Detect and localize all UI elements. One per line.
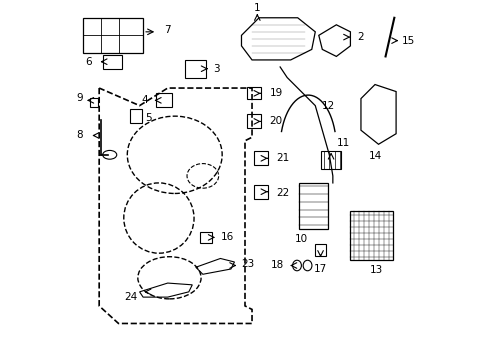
Text: 19: 19 bbox=[270, 88, 283, 98]
Text: 8: 8 bbox=[77, 130, 83, 140]
Bar bbox=[200, 232, 213, 243]
Text: 15: 15 bbox=[401, 36, 415, 46]
Text: 3: 3 bbox=[213, 64, 220, 74]
Text: 2: 2 bbox=[357, 32, 364, 42]
Text: 14: 14 bbox=[368, 151, 382, 161]
Text: 12: 12 bbox=[322, 100, 336, 111]
Bar bbox=[83, 18, 143, 53]
Text: 7: 7 bbox=[164, 25, 171, 35]
Text: 18: 18 bbox=[270, 261, 284, 270]
Bar bbox=[315, 243, 326, 256]
Text: 22: 22 bbox=[277, 189, 290, 198]
Bar bbox=[90, 98, 98, 107]
Text: 17: 17 bbox=[314, 264, 327, 274]
Bar bbox=[156, 93, 172, 107]
Text: 1: 1 bbox=[254, 3, 261, 13]
Bar bbox=[247, 114, 261, 129]
Text: 13: 13 bbox=[370, 265, 383, 275]
Text: 20: 20 bbox=[270, 116, 283, 126]
Text: 23: 23 bbox=[242, 259, 255, 269]
Text: 9: 9 bbox=[77, 93, 83, 103]
Bar bbox=[103, 55, 122, 69]
Text: 4: 4 bbox=[142, 95, 148, 105]
Bar bbox=[247, 87, 261, 99]
Bar bbox=[130, 109, 142, 123]
Text: 5: 5 bbox=[145, 113, 151, 123]
Text: 11: 11 bbox=[336, 138, 349, 148]
Bar bbox=[321, 151, 341, 169]
Bar bbox=[185, 60, 206, 77]
Text: 16: 16 bbox=[220, 233, 234, 242]
Bar bbox=[299, 183, 328, 229]
Text: 24: 24 bbox=[124, 292, 138, 302]
Text: 21: 21 bbox=[277, 153, 290, 163]
Bar bbox=[350, 211, 392, 260]
Text: 10: 10 bbox=[294, 234, 308, 244]
Text: 6: 6 bbox=[86, 57, 92, 67]
Bar bbox=[254, 185, 268, 199]
Bar bbox=[254, 151, 268, 165]
